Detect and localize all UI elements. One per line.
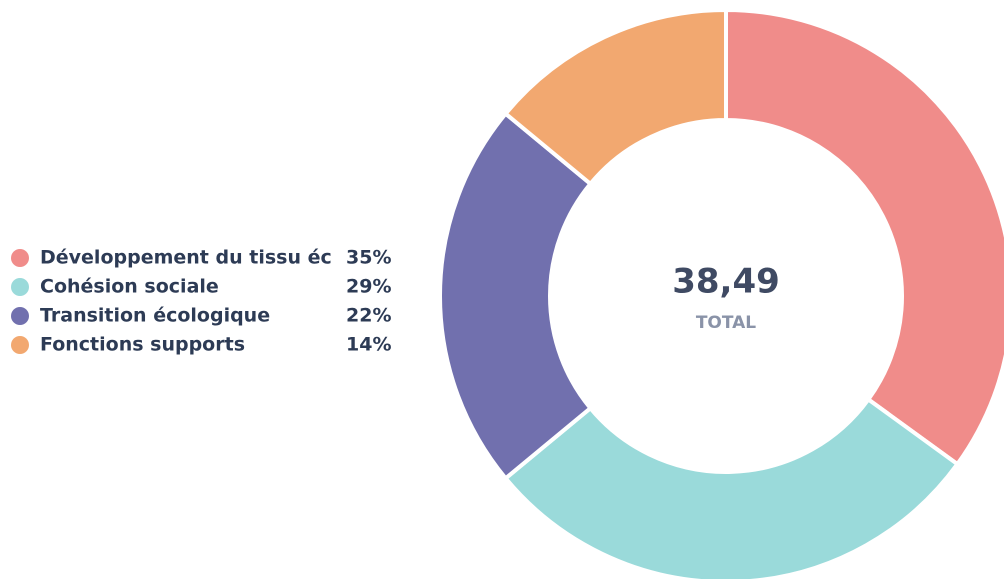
legend-marker (11, 249, 29, 267)
legend-label: Développement du tissu éc (40, 247, 332, 269)
center-value: 38,49 (672, 262, 780, 302)
legend-label: Cohésion sociale (40, 276, 219, 298)
legend-label: Fonctions supports (40, 334, 245, 356)
legend-marker (11, 278, 29, 296)
legend-marker (11, 336, 29, 354)
legend-value: 14% (346, 334, 391, 356)
donut-segment (724, 7, 1004, 467)
donut-segment (502, 396, 961, 579)
legend-marker (11, 307, 29, 325)
legend-value: 35% (346, 247, 391, 269)
donut-segment (502, 7, 728, 187)
center-label: TOTAL (696, 313, 756, 333)
donut-segment (438, 110, 594, 482)
legend-value: 22% (346, 305, 391, 327)
legend-label: Transition écologique (40, 305, 270, 327)
legend-value: 29% (346, 276, 391, 298)
